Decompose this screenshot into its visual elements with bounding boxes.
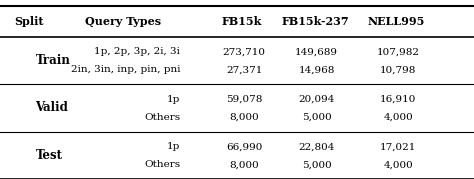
Text: 149,689: 149,689 (295, 47, 338, 56)
Text: 273,710: 273,710 (223, 47, 265, 56)
Text: 107,982: 107,982 (377, 47, 419, 56)
Text: Test: Test (36, 149, 63, 162)
Text: Query Types: Query Types (85, 16, 161, 27)
Text: Split: Split (14, 16, 44, 27)
Text: 14,968: 14,968 (299, 65, 335, 74)
Text: Others: Others (144, 113, 180, 122)
Text: Train: Train (36, 54, 71, 67)
Text: 20,094: 20,094 (299, 95, 335, 104)
Text: 16,910: 16,910 (380, 95, 416, 104)
Text: 2in, 3in, inp, pin, pni: 2in, 3in, inp, pin, pni (71, 65, 180, 74)
Text: 1p, 2p, 3p, 2i, 3i: 1p, 2p, 3p, 2i, 3i (94, 47, 180, 56)
Text: 27,371: 27,371 (226, 65, 262, 74)
Text: Valid: Valid (36, 101, 68, 114)
Text: FB15k: FB15k (221, 16, 262, 27)
Text: 8,000: 8,000 (229, 160, 259, 169)
Text: Others: Others (144, 160, 180, 169)
Text: 5,000: 5,000 (302, 113, 331, 122)
Text: 66,990: 66,990 (226, 142, 262, 151)
Text: 17,021: 17,021 (380, 142, 416, 151)
Text: 4,000: 4,000 (383, 160, 413, 169)
Text: 1p: 1p (167, 95, 180, 104)
Text: FB15k-237: FB15k-237 (282, 16, 349, 27)
Text: 59,078: 59,078 (226, 95, 262, 104)
Text: 10,798: 10,798 (380, 65, 416, 74)
Text: 22,804: 22,804 (299, 142, 335, 151)
Text: 8,000: 8,000 (229, 113, 259, 122)
Text: 5,000: 5,000 (302, 160, 331, 169)
Text: NELL995: NELL995 (367, 16, 425, 27)
Text: 1p: 1p (167, 142, 180, 151)
Text: 4,000: 4,000 (383, 113, 413, 122)
